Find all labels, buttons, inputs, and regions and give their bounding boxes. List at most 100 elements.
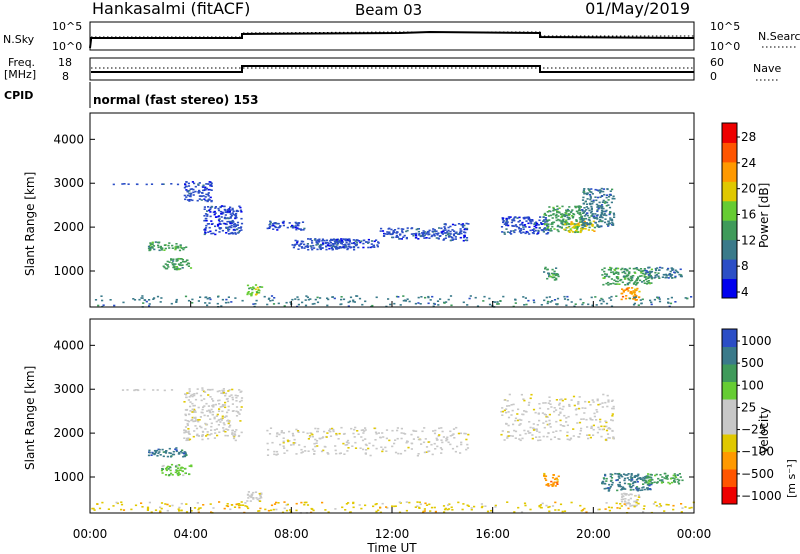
velocity-cell <box>220 418 223 420</box>
velocity-cell <box>222 388 225 390</box>
power-cell <box>467 223 470 225</box>
power-cell <box>690 296 693 298</box>
velocity-cell <box>213 416 216 419</box>
velocity-cell <box>231 429 234 432</box>
power-cell <box>376 244 379 246</box>
power-cell <box>552 207 555 210</box>
velocity-cell <box>555 409 558 411</box>
velocity-cell <box>374 431 378 434</box>
power-cell <box>230 214 233 217</box>
velocity-cell <box>238 413 241 415</box>
power-cell <box>547 215 551 217</box>
velocity-cell <box>270 504 274 507</box>
power-cell <box>612 212 615 215</box>
power-cell <box>226 226 229 229</box>
power-cell <box>572 216 575 218</box>
velocity-cell <box>545 420 548 423</box>
velocity-cell <box>610 419 613 421</box>
velocity-cell <box>289 509 292 511</box>
power-cell <box>421 233 425 235</box>
velocity-cell <box>210 433 213 435</box>
power-cell <box>598 220 601 223</box>
power-cell <box>597 226 601 228</box>
velocity-cell <box>393 442 396 445</box>
power-cell <box>557 218 560 221</box>
power-cell <box>189 188 192 190</box>
nsky-tick-top: 10^5 <box>52 20 82 33</box>
velocity-ytick-label: 1000 <box>53 470 84 484</box>
power-cell <box>604 210 607 213</box>
power-cell <box>591 213 594 215</box>
power-cell <box>316 243 319 245</box>
power-cell <box>600 213 603 216</box>
power-cell <box>232 213 235 216</box>
velocity-cell <box>141 506 144 508</box>
power-cell <box>428 229 431 232</box>
velocity-cell <box>547 506 550 509</box>
velocity-cell <box>228 420 231 422</box>
power-cell <box>231 231 234 234</box>
velocity-cell <box>252 491 255 494</box>
velocity-cell <box>535 428 538 431</box>
power-cell <box>600 211 603 214</box>
power-cell <box>549 275 552 278</box>
power-colorbar-tick-label: 28 <box>741 130 756 144</box>
power-cell <box>377 242 380 244</box>
power-cell <box>522 228 525 230</box>
velocity-cell <box>656 481 659 483</box>
power-cell <box>531 229 534 231</box>
power-cell <box>340 242 343 245</box>
velocity-cell <box>184 414 187 417</box>
power-cell <box>568 231 571 233</box>
power-cell <box>555 277 558 280</box>
power-cell <box>258 291 261 294</box>
velocity-cell <box>174 471 177 474</box>
velocity-cell <box>604 439 607 441</box>
power-cell <box>514 302 517 304</box>
velocity-cell <box>356 430 359 432</box>
velocity-cell <box>416 501 419 503</box>
velocity-cell <box>190 510 193 512</box>
power-cell <box>255 299 258 302</box>
velocity-cell <box>194 425 197 427</box>
velocity-cell <box>629 483 632 485</box>
velocity-cell <box>610 477 614 479</box>
velocity-cell <box>275 450 279 453</box>
power-cell <box>449 233 452 235</box>
velocity-cell <box>231 388 234 391</box>
power-cell <box>277 222 280 225</box>
power-cell <box>395 295 399 298</box>
velocity-cell <box>186 392 189 394</box>
power-cell <box>252 303 255 305</box>
power-cell <box>562 214 565 217</box>
power-cell <box>556 211 559 213</box>
power-cell <box>213 210 216 213</box>
power-cell <box>197 191 200 193</box>
velocity-cell <box>425 451 428 453</box>
velocity-cell <box>552 482 555 484</box>
power-cell <box>186 259 189 261</box>
velocity-cell <box>574 408 577 411</box>
power-cell <box>435 232 438 235</box>
velocity-cell <box>347 502 350 504</box>
power-cell <box>447 226 450 229</box>
power-cell <box>454 236 457 238</box>
velocity-cell <box>221 417 224 420</box>
power-cell <box>569 211 573 214</box>
power-cell <box>268 226 271 229</box>
velocity-cell <box>507 416 511 419</box>
power-cell <box>184 260 187 263</box>
power-cell <box>667 274 670 276</box>
velocity-cell <box>347 447 350 449</box>
power-cell <box>597 207 600 210</box>
velocity-cell <box>202 504 205 506</box>
velocity-cell <box>374 439 377 441</box>
velocity-cell <box>159 454 162 456</box>
power-cell <box>204 232 207 234</box>
power-cell <box>653 277 656 279</box>
velocity-cell <box>386 507 389 509</box>
power-cell <box>183 247 186 249</box>
power-cell <box>206 200 209 203</box>
station-title: Hankasalmi (fitACF) <box>92 0 250 18</box>
velocity-cell <box>556 481 559 483</box>
